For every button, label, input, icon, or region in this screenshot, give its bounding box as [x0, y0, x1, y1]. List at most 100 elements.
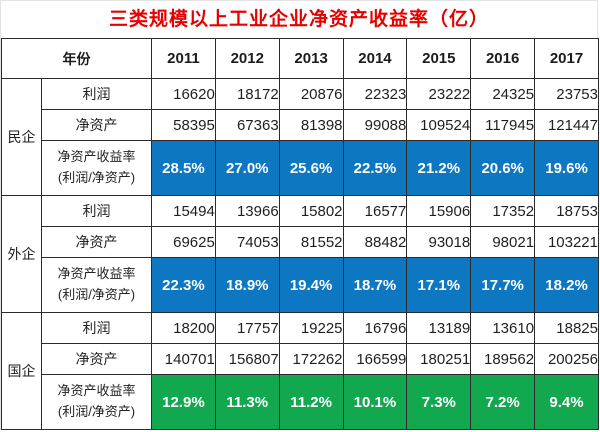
net-assets-value: 81552 [278, 226, 344, 258]
roe-value: 22.5% [342, 140, 408, 196]
net-assets-value: 172262 [278, 343, 344, 375]
year-header: 2017 [534, 38, 599, 79]
net-assets-value: 121447 [534, 109, 599, 141]
year-header: 2011 [151, 38, 216, 79]
net-assets-value: 67363 [214, 109, 280, 141]
net-assets-value: 140701 [151, 343, 216, 375]
row-label-net-assets: 净资产 [41, 109, 152, 141]
net-assets-value: 103221 [534, 226, 599, 258]
year-header: 2013 [278, 38, 344, 79]
profit-value: 13966 [214, 195, 280, 227]
net-assets-value: 88482 [342, 226, 408, 258]
profit-value: 15906 [406, 195, 472, 227]
roe-label-line2: (利润/净资产) [57, 404, 136, 419]
roe-value: 7.2% [470, 374, 536, 430]
profit-value: 20876 [278, 78, 344, 110]
data-table: 年份 2011 2012 2013 2014 2015 2016 2017 民企 利润 1662… [1, 38, 599, 430]
profit-value: 18825 [534, 312, 599, 344]
row-label-profit: 利润 [41, 195, 152, 227]
profit-value: 22323 [342, 78, 408, 110]
profit-value: 16577 [342, 195, 408, 227]
roe-label-line2: (利润/净资产) [57, 287, 136, 302]
row-label-net-assets: 净资产 [41, 343, 152, 375]
profit-row: 外企 利润 15494 13966 15802 16577 15906 17352 18753 [1, 195, 599, 313]
net-assets-value: 200256 [534, 343, 599, 375]
net-assets-value: 189562 [470, 343, 536, 375]
table-title: 三类规模以上工业企业净资产收益率（亿） [108, 9, 489, 30]
profit-value: 13610 [470, 312, 536, 344]
roe-value: 19.6% [534, 140, 599, 196]
profit-value: 17757 [214, 312, 280, 344]
net-assets-value: 117945 [470, 109, 536, 141]
roe-value: 10.1% [342, 374, 408, 430]
row-label-roe: 净资产收益率 (利润/净资产) [41, 257, 152, 313]
profit-value: 18200 [151, 312, 216, 344]
roe-value: 18.9% [214, 257, 280, 313]
year-header: 2016 [470, 38, 536, 79]
profit-value: 23753 [534, 78, 599, 110]
roe-value: 28.5% [151, 140, 216, 196]
net-assets-value: 99088 [342, 109, 408, 141]
roe-value: 18.7% [342, 257, 408, 313]
roe-label-line1: 净资产收益率 [57, 383, 136, 399]
net-assets-row: 净资产 69625 74053 81552 88482 93018 98021 103221 [2, 226, 599, 258]
roe-value: 27.0% [214, 140, 280, 196]
net-assets-value: 69625 [151, 226, 216, 258]
year-header: 2014 [342, 38, 408, 79]
roe-row: 净资产收益率 (利润/净资产) 22.3% 18.9% 19.4% 18.7% 17.1% 1… [2, 257, 599, 313]
group-label: 国企 [1, 312, 42, 430]
net-assets-value: 166599 [342, 343, 408, 375]
roe-row: 净资产收益率 (利润/净资产) 12.9% 11.3% 11.2% 10.1% 7.3% 7.… [2, 374, 599, 430]
roe-value: 22.3% [151, 257, 216, 313]
row-label-profit: 利润 [41, 78, 152, 110]
roe-value: 20.6% [470, 140, 536, 196]
profit-value: 15802 [278, 195, 344, 227]
year-axis-label: 年份 [1, 38, 152, 79]
profit-value: 17352 [470, 195, 536, 227]
profit-value: 13189 [406, 312, 472, 344]
row-label-net-assets: 净资产 [41, 226, 152, 258]
profit-value: 23222 [406, 78, 472, 110]
row-label-profit: 利润 [41, 312, 152, 344]
roe-value: 19.4% [278, 257, 344, 313]
net-assets-value: 58395 [151, 109, 216, 141]
roe-value: 9.4% [534, 374, 599, 430]
row-label-roe: 净资产收益率 (利润/净资产) [41, 374, 152, 430]
net-assets-value: 180251 [406, 343, 472, 375]
profit-value: 16620 [151, 78, 216, 110]
profit-value: 18753 [534, 195, 599, 227]
roe-label-line1: 净资产收益率 [57, 266, 136, 282]
roe-value: 18.2% [534, 257, 599, 313]
row-label-roe: 净资产收益率 (利润/净资产) [41, 140, 152, 196]
year-header: 2012 [214, 38, 280, 79]
roe-value: 7.3% [406, 374, 472, 430]
roe-value: 17.7% [470, 257, 536, 313]
net-assets-value: 74053 [214, 226, 280, 258]
profit-value: 15494 [151, 195, 216, 227]
net-assets-value: 109524 [406, 109, 472, 141]
roe-value: 25.6% [278, 140, 344, 196]
net-assets-row: 净资产 140701 156807 172262 166599 180251 189562 2… [2, 343, 599, 375]
year-header: 2015 [406, 38, 472, 79]
roe-label-line1: 净资产收益率 [57, 149, 136, 165]
net-assets-value: 98021 [470, 226, 536, 258]
roe-row: 净资产收益率 (利润/净资产) 28.5% 27.0% 25.6% 22.5% 21.2% 2… [2, 140, 599, 196]
profit-value: 16796 [342, 312, 408, 344]
roe-value: 21.2% [406, 140, 472, 196]
group-label: 外企 [1, 195, 42, 313]
profit-value: 24325 [470, 78, 536, 110]
profit-value: 18172 [214, 78, 280, 110]
net-assets-value: 81398 [278, 109, 344, 141]
roe-value: 12.9% [151, 374, 216, 430]
roe-value: 17.1% [406, 257, 472, 313]
header-row: 年份 2011 2012 2013 2014 2015 2016 2017 [1, 38, 599, 79]
profit-value: 19225 [278, 312, 344, 344]
net-assets-value: 93018 [406, 226, 472, 258]
profit-row: 民企 利润 16620 18172 20876 22323 23222 24325 23753 [1, 78, 599, 196]
group-label: 民企 [1, 78, 42, 196]
profit-row: 国企 利润 18200 17757 19225 16796 13189 13610 18825 [1, 312, 599, 430]
roe-value: 11.3% [214, 374, 280, 430]
net-assets-row: 净资产 58395 67363 81398 99088 109524 117945 12144… [2, 109, 599, 141]
roe-value: 11.2% [278, 374, 344, 430]
